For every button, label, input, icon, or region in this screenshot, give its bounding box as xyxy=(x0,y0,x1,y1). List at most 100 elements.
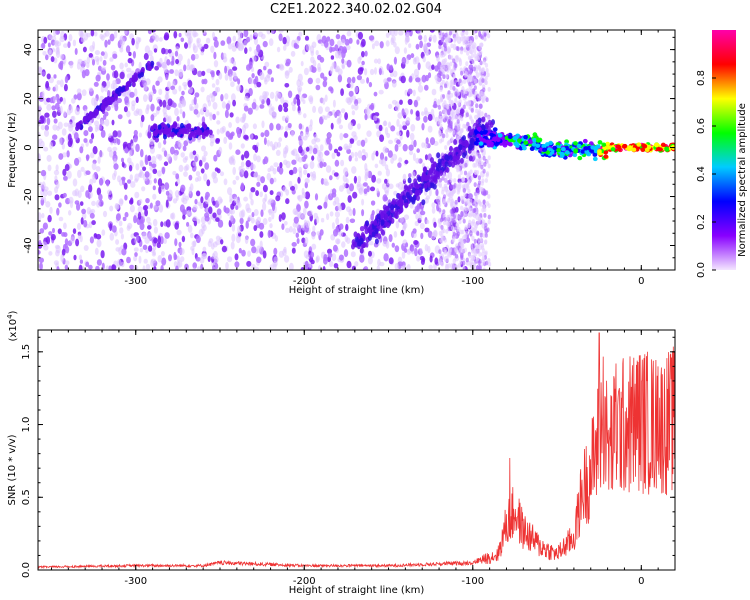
noise-cell xyxy=(151,252,156,257)
noise-cell xyxy=(400,75,406,84)
noise-cell xyxy=(235,175,240,181)
noise-cell xyxy=(100,51,105,56)
noise-cell xyxy=(331,253,337,262)
band-cell xyxy=(508,142,513,147)
noise-cell xyxy=(465,183,469,189)
y-tick-label: 1.0 xyxy=(21,417,32,433)
noise-cell xyxy=(370,102,375,111)
noise-cell xyxy=(331,222,335,230)
noise-cell xyxy=(482,87,486,93)
noise-cell xyxy=(364,107,369,115)
noise-cell xyxy=(485,68,489,73)
noise-cell xyxy=(107,39,111,45)
noise-cell xyxy=(138,255,142,264)
noise-cell xyxy=(215,235,221,241)
noise-cell xyxy=(333,148,339,154)
noise-cell xyxy=(256,81,262,88)
noise-cell xyxy=(157,142,162,149)
x-axis-label: Height of straight line (km) xyxy=(289,285,425,296)
noise-cell xyxy=(383,78,388,84)
noise-cell xyxy=(220,94,224,102)
noise-cell xyxy=(362,267,367,270)
noise-cell xyxy=(368,35,375,41)
noise-cell xyxy=(452,74,456,79)
noise-cell xyxy=(415,43,420,50)
noise-cell xyxy=(324,106,330,113)
noise-cell xyxy=(359,254,365,263)
noise-cell xyxy=(312,105,317,113)
streak-cell xyxy=(354,236,359,243)
noise-cell xyxy=(261,120,265,129)
streak-cell xyxy=(374,238,379,245)
noise-cell xyxy=(431,64,435,70)
noise-cell xyxy=(264,129,270,137)
noise-cell xyxy=(256,245,262,253)
noise-cell xyxy=(96,239,102,248)
noise-cell xyxy=(396,118,400,127)
noise-cell xyxy=(236,126,241,135)
noise-cell xyxy=(444,145,448,150)
noise-cell xyxy=(188,174,193,181)
noise-cell xyxy=(452,129,456,135)
noise-cell xyxy=(175,58,180,65)
noise-cell xyxy=(356,39,360,45)
noise-cell xyxy=(269,122,274,131)
noise-cell xyxy=(409,244,415,252)
noise-cell xyxy=(461,33,465,39)
noise-cell xyxy=(356,75,362,81)
noise-cell xyxy=(298,140,304,145)
noise-cell xyxy=(52,124,58,131)
noise-cell xyxy=(394,46,400,55)
noise-cell xyxy=(161,166,166,175)
noise-cell xyxy=(167,98,173,106)
noise-cell xyxy=(445,133,449,139)
noise-cell xyxy=(245,203,250,212)
noise-cell xyxy=(206,94,211,103)
noise-cell xyxy=(404,159,409,165)
noise-cell xyxy=(481,69,485,75)
band-cell xyxy=(573,148,579,153)
noise-cell xyxy=(102,59,107,66)
noise-cell xyxy=(55,249,60,257)
noise-cell xyxy=(285,160,291,169)
noise-cell xyxy=(479,34,483,39)
noise-cell xyxy=(438,178,442,183)
streak-cell xyxy=(117,86,122,92)
noise-cell xyxy=(81,70,86,79)
noise-cell xyxy=(367,256,373,265)
noise-cell xyxy=(447,139,451,145)
noise-cell xyxy=(210,45,215,53)
noise-cell xyxy=(81,89,87,97)
noise-cell xyxy=(232,60,236,67)
noise-cell xyxy=(289,262,294,270)
noise-cell xyxy=(474,196,478,202)
noise-cell xyxy=(63,110,67,117)
noise-cell xyxy=(129,264,135,270)
noise-cell xyxy=(288,66,293,73)
noise-cell xyxy=(70,236,75,244)
noise-cell xyxy=(473,213,477,219)
noise-cell xyxy=(53,30,57,37)
noise-cell xyxy=(407,98,413,106)
streak-cell xyxy=(137,73,142,79)
noise-cell xyxy=(182,214,186,220)
y-tick-label: 0.0 xyxy=(21,562,32,578)
noise-cell xyxy=(246,260,252,267)
noise-cell xyxy=(312,147,318,155)
noise-cell xyxy=(232,166,236,176)
noise-cell xyxy=(133,129,138,137)
streak-cell xyxy=(456,153,461,160)
noise-cell xyxy=(479,237,483,243)
noise-cell xyxy=(438,111,442,116)
band-cell xyxy=(523,134,528,140)
noise-cell xyxy=(376,265,380,270)
noise-cell xyxy=(197,70,203,78)
noise-cell xyxy=(304,260,309,268)
noise-cell xyxy=(143,94,148,103)
noise-cell xyxy=(288,180,293,188)
noise-cell xyxy=(56,266,60,270)
noise-cell xyxy=(86,62,90,69)
noise-cell xyxy=(182,209,188,215)
streak-cell xyxy=(405,191,410,198)
noise-cell xyxy=(106,80,111,88)
